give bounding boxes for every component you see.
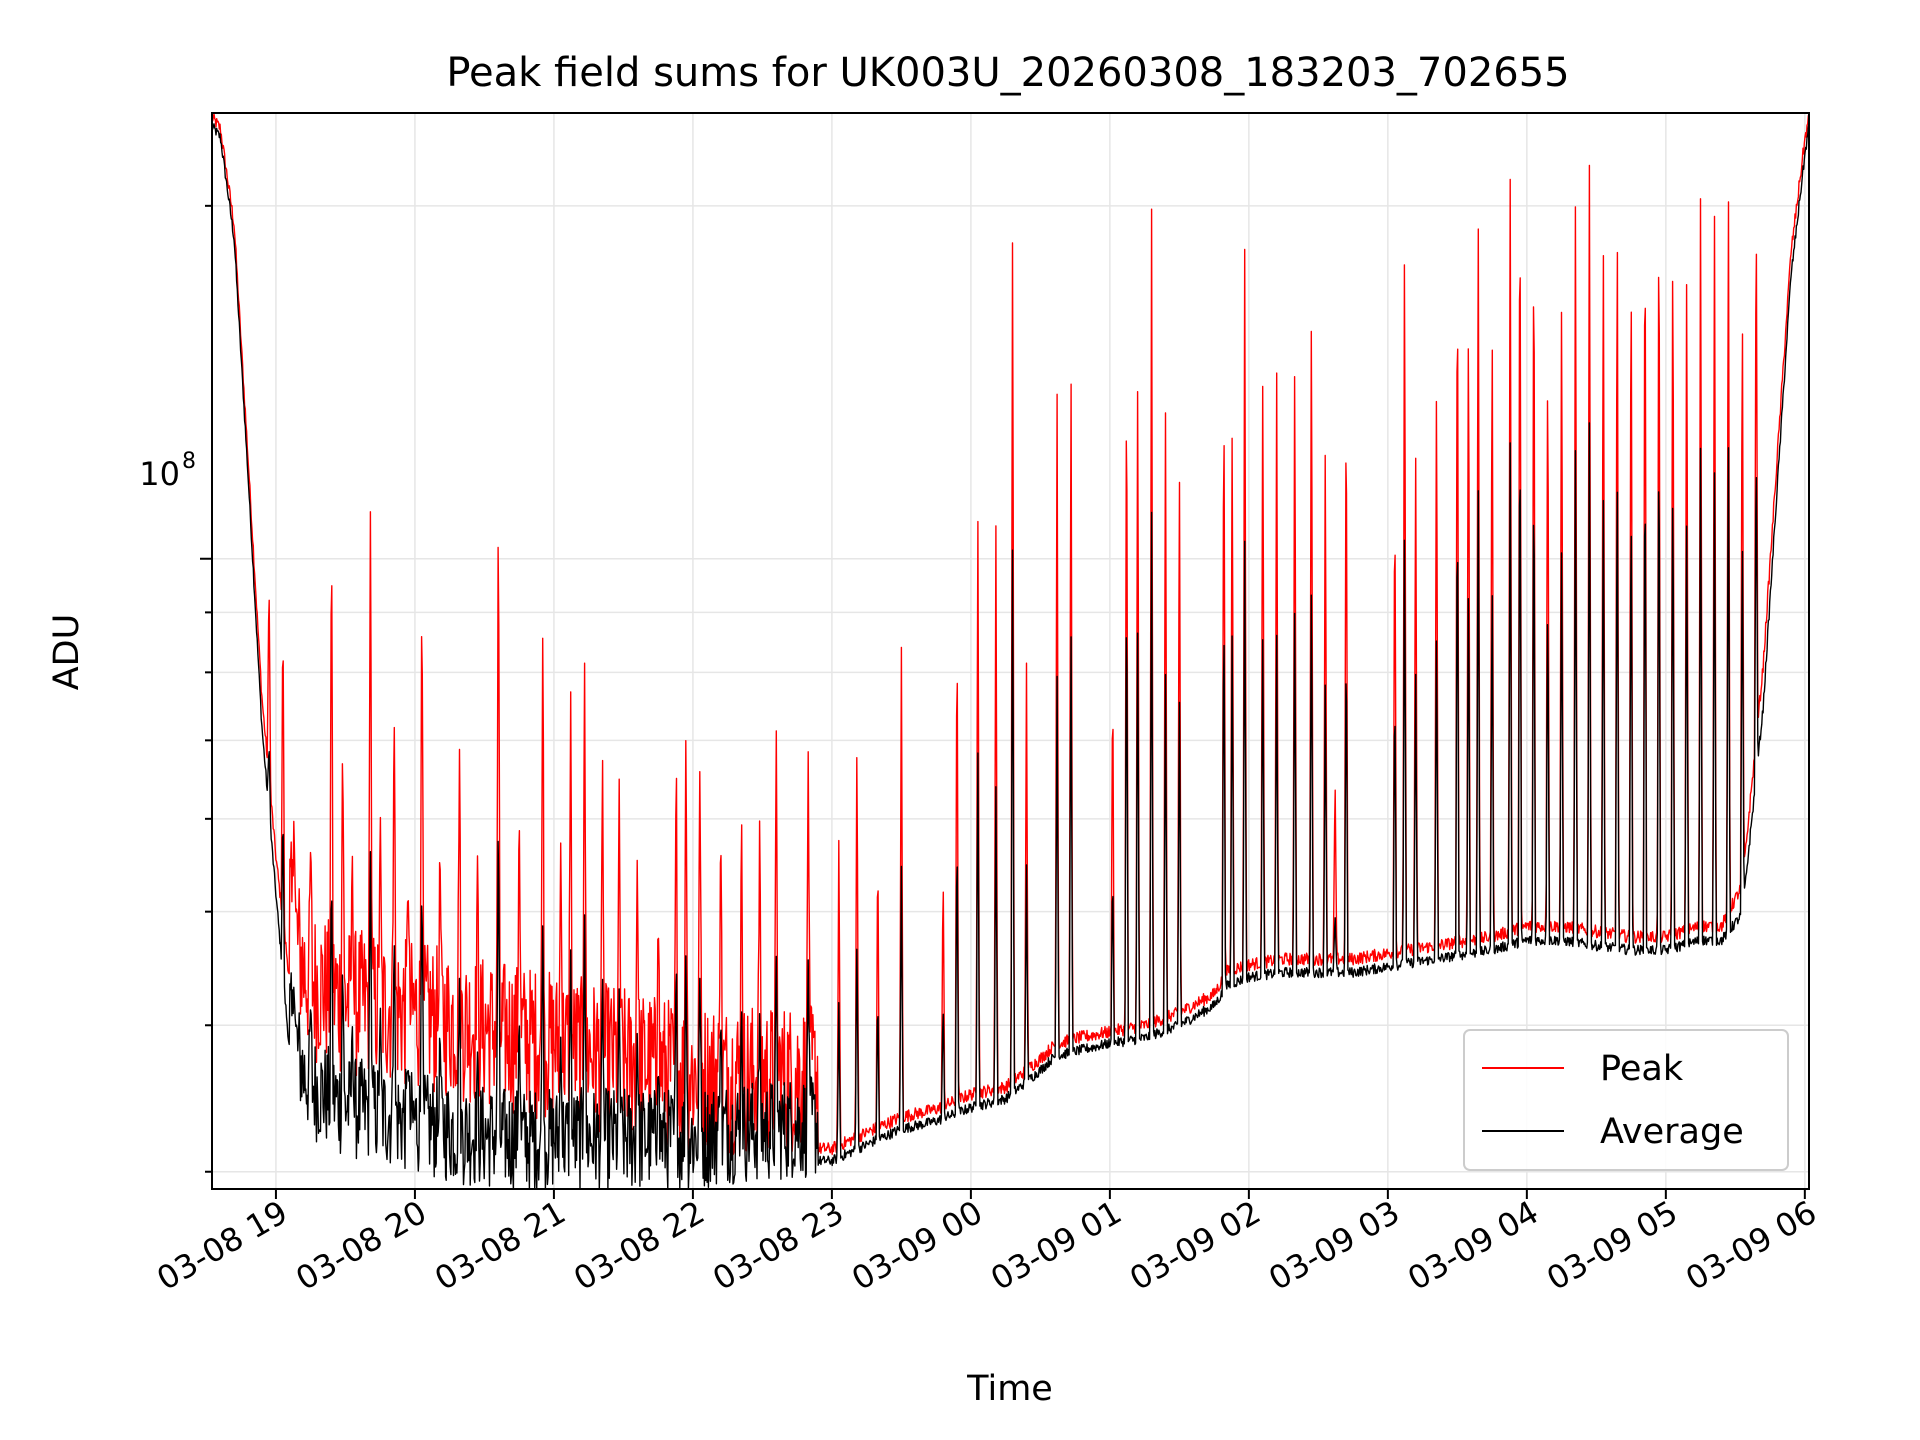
series-line-average bbox=[211, 122, 1810, 1190]
plot-area bbox=[211, 113, 1810, 1190]
y-tick-label-major: 10 8 bbox=[139, 449, 196, 493]
x-axis-label: Time bbox=[966, 1369, 1053, 1409]
legend-average-label: Average bbox=[1600, 1112, 1744, 1152]
y-tick-label-exponent: 8 bbox=[182, 449, 196, 474]
y-axis-label: ADU bbox=[47, 614, 87, 691]
plot-frame bbox=[211, 112, 1810, 1190]
legend-peak-label: Peak bbox=[1600, 1049, 1684, 1089]
chart-title: Peak field sums for UK003U_20260308_1832… bbox=[446, 50, 1569, 96]
legend-box bbox=[1463, 1029, 1789, 1171]
y-axis bbox=[200, 204, 212, 1173]
legend: Peak Average bbox=[1463, 1029, 1789, 1171]
y-tick-label-base: 10 bbox=[139, 455, 180, 493]
